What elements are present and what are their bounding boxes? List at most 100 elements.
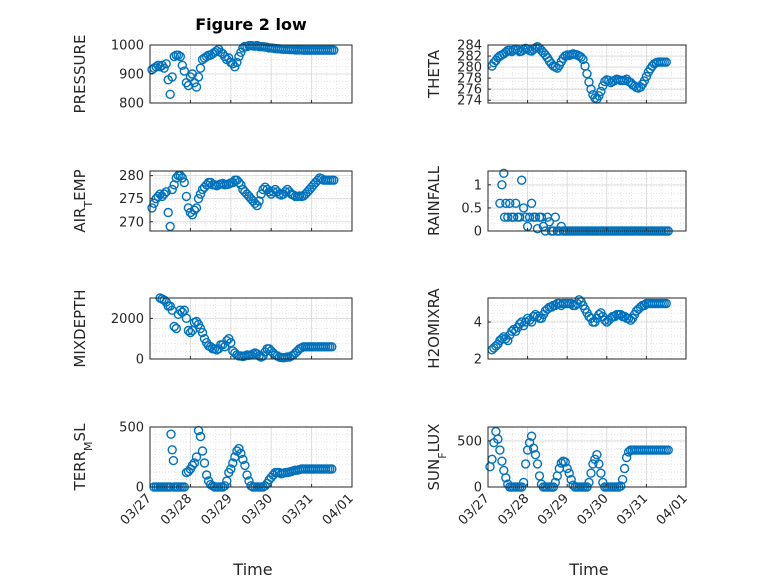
data-point	[621, 452, 632, 463]
figure-title: Figure 2 low	[195, 15, 307, 34]
data-point	[219, 481, 230, 491]
data-point	[167, 445, 177, 455]
data-point	[238, 454, 248, 465]
y-axis-label: RAINFALL	[425, 165, 443, 236]
data-point	[588, 459, 598, 469]
y-axis-label: H2OMIXRA	[425, 288, 443, 369]
data-point	[240, 460, 250, 471]
data-point	[242, 470, 252, 480]
data-point	[234, 177, 244, 188]
data-point	[520, 459, 531, 469]
data-point	[234, 443, 244, 454]
data-point	[258, 184, 268, 195]
y-axis-label: SUNFLUX	[425, 424, 449, 491]
data-point	[159, 63, 169, 73]
data-point	[256, 189, 266, 199]
y-tick-label: 4	[474, 316, 482, 331]
subplot-mixdepth: 0 2000 MIXDEPTH	[71, 289, 353, 368]
data-point	[230, 62, 240, 72]
data-point	[195, 63, 206, 73]
data-point	[511, 198, 521, 209]
data-point	[228, 458, 238, 468]
data-point	[530, 450, 541, 460]
data-point	[201, 470, 212, 480]
y-tick-label: 500	[119, 421, 144, 436]
data-point	[509, 212, 519, 222]
data-point	[329, 45, 339, 55]
y-tick-label: 270	[119, 215, 144, 230]
data-point	[526, 431, 537, 441]
data-point	[584, 477, 594, 488]
data-point	[617, 474, 628, 485]
data-point	[501, 473, 511, 483]
y-tick-label: 0	[136, 353, 144, 368]
y-tick-label: 0	[136, 481, 144, 496]
data-point	[280, 187, 290, 197]
data-point	[236, 180, 246, 190]
data-point	[161, 59, 171, 69]
data-point	[534, 471, 545, 481]
data-point	[167, 72, 177, 82]
data-point	[619, 463, 630, 474]
y-tick-label: 900	[119, 68, 144, 83]
data-point	[536, 212, 547, 222]
data-point	[639, 76, 650, 86]
x-axis-label: Time	[568, 560, 608, 579]
data-point	[518, 203, 529, 213]
data-point	[181, 191, 192, 202]
data-point	[234, 51, 244, 62]
y-tick-label: 800	[119, 97, 144, 112]
data-point	[191, 452, 202, 462]
axes-box	[149, 170, 353, 232]
axes-box	[149, 297, 353, 360]
data-point	[185, 327, 196, 338]
y-tick-label: 2000	[111, 312, 144, 327]
y-axis-label: PRESSURE	[71, 35, 89, 114]
data-point	[578, 54, 588, 65]
data-point	[524, 212, 535, 222]
y-tick-label: 280	[457, 61, 482, 76]
data-point	[252, 200, 262, 211]
y-tick-label: 274	[457, 94, 482, 109]
data-point	[238, 43, 248, 53]
y-tick-label: 282	[457, 50, 482, 65]
data-point	[596, 468, 606, 478]
data-point	[168, 455, 179, 466]
data-point	[592, 450, 602, 460]
y-tick-label: 0	[474, 225, 482, 240]
y-axis-label: TERRMSL	[71, 423, 95, 492]
y-tick-label: 0	[474, 481, 482, 496]
data-point	[179, 177, 190, 188]
data-point	[619, 75, 630, 86]
data-point	[556, 458, 566, 468]
data-point	[191, 203, 202, 213]
data-point	[562, 463, 572, 474]
data-point	[586, 468, 596, 478]
data-point	[493, 434, 503, 444]
data-point	[159, 189, 169, 199]
data-point	[268, 187, 278, 197]
data-point	[236, 448, 246, 459]
data-point	[550, 212, 560, 222]
data-point	[663, 445, 673, 455]
data-point	[189, 458, 200, 468]
y-tick-label: 280	[119, 169, 144, 184]
axes-box	[149, 426, 353, 488]
data-point	[189, 205, 200, 215]
data-point	[187, 460, 198, 471]
axes-box	[487, 170, 687, 232]
data-point	[552, 63, 562, 73]
y-axis-label: MIXDEPTH	[71, 289, 89, 367]
data-point	[193, 193, 204, 204]
data-point	[544, 217, 555, 227]
y-tick-label: 2	[474, 353, 482, 368]
data-point	[526, 198, 537, 209]
data-point	[147, 203, 157, 213]
data-point	[169, 51, 179, 62]
data-point	[195, 189, 206, 199]
data-point	[181, 313, 192, 323]
data-point	[594, 459, 604, 469]
data-point	[175, 305, 186, 315]
data-point	[497, 334, 507, 344]
data-point	[505, 198, 515, 209]
